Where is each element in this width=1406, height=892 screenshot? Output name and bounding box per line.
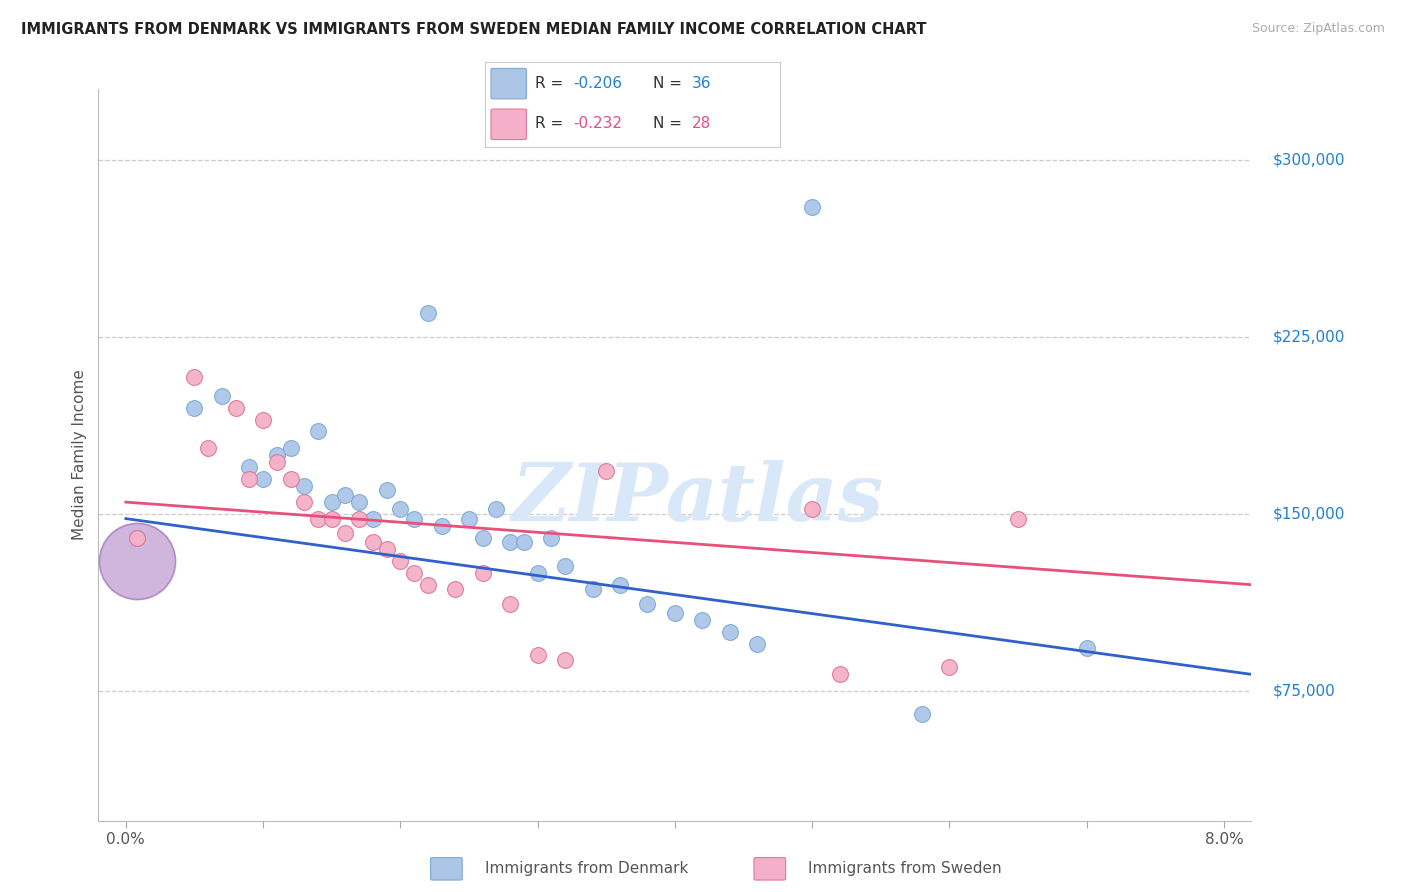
Point bbox=[238, 459, 260, 474]
Text: R =: R = bbox=[536, 76, 568, 91]
Point bbox=[1007, 511, 1029, 525]
Point bbox=[430, 518, 453, 533]
Point bbox=[292, 495, 315, 509]
Text: $150,000: $150,000 bbox=[1272, 507, 1344, 522]
Text: Immigrants from Sweden: Immigrants from Sweden bbox=[808, 862, 1002, 876]
Point bbox=[375, 483, 398, 498]
Text: 28: 28 bbox=[692, 116, 711, 131]
Point bbox=[471, 566, 494, 580]
FancyBboxPatch shape bbox=[754, 857, 786, 880]
Point bbox=[664, 606, 686, 620]
Point bbox=[718, 624, 741, 639]
Point bbox=[347, 495, 370, 509]
Point bbox=[266, 455, 288, 469]
Point bbox=[416, 577, 439, 591]
Point bbox=[280, 471, 302, 485]
Point bbox=[307, 425, 329, 439]
Point bbox=[513, 535, 536, 549]
Point bbox=[526, 566, 548, 580]
Point bbox=[828, 667, 851, 681]
FancyBboxPatch shape bbox=[430, 857, 463, 880]
Point bbox=[307, 511, 329, 525]
Point bbox=[581, 582, 603, 597]
Text: Source: ZipAtlas.com: Source: ZipAtlas.com bbox=[1251, 22, 1385, 36]
Point bbox=[183, 401, 205, 415]
Point bbox=[526, 648, 548, 663]
Point bbox=[636, 597, 658, 611]
Point bbox=[389, 502, 412, 516]
Point bbox=[692, 613, 714, 627]
Text: IMMIGRANTS FROM DENMARK VS IMMIGRANTS FROM SWEDEN MEDIAN FAMILY INCOME CORRELATI: IMMIGRANTS FROM DENMARK VS IMMIGRANTS FR… bbox=[21, 22, 927, 37]
Point bbox=[554, 558, 576, 573]
Point bbox=[321, 511, 343, 525]
Point bbox=[225, 401, 247, 415]
Text: $300,000: $300,000 bbox=[1272, 153, 1346, 168]
Text: $75,000: $75,000 bbox=[1272, 683, 1336, 698]
Point bbox=[404, 511, 426, 525]
Point bbox=[1076, 641, 1098, 656]
Point bbox=[911, 707, 934, 722]
Point bbox=[404, 566, 426, 580]
Text: R =: R = bbox=[536, 116, 568, 131]
Point bbox=[389, 554, 412, 568]
Point bbox=[252, 471, 274, 485]
Point bbox=[747, 637, 769, 651]
Point bbox=[125, 531, 148, 545]
Point bbox=[361, 511, 384, 525]
FancyBboxPatch shape bbox=[491, 69, 526, 99]
Point bbox=[125, 554, 148, 568]
Point bbox=[361, 535, 384, 549]
Point bbox=[321, 495, 343, 509]
Point bbox=[609, 577, 631, 591]
Point bbox=[471, 531, 494, 545]
Point bbox=[183, 370, 205, 384]
Point bbox=[444, 582, 467, 597]
Point bbox=[211, 389, 233, 403]
Point bbox=[292, 478, 315, 492]
Point bbox=[125, 531, 148, 545]
Point bbox=[335, 525, 357, 540]
Point bbox=[499, 535, 522, 549]
Point bbox=[266, 448, 288, 462]
Point bbox=[252, 412, 274, 426]
Text: N =: N = bbox=[654, 76, 688, 91]
Text: -0.206: -0.206 bbox=[574, 76, 623, 91]
Text: N =: N = bbox=[654, 116, 688, 131]
Point bbox=[280, 441, 302, 455]
Point bbox=[801, 502, 824, 516]
Point bbox=[499, 597, 522, 611]
Point bbox=[458, 511, 481, 525]
Point bbox=[416, 306, 439, 320]
Point bbox=[540, 531, 562, 545]
Text: ZIPatlas: ZIPatlas bbox=[512, 460, 884, 538]
Point bbox=[375, 542, 398, 557]
Point bbox=[347, 511, 370, 525]
Point bbox=[801, 200, 824, 214]
Point bbox=[335, 488, 357, 502]
Y-axis label: Median Family Income: Median Family Income bbox=[72, 369, 87, 541]
FancyBboxPatch shape bbox=[491, 109, 526, 139]
Point bbox=[485, 502, 508, 516]
Text: Immigrants from Denmark: Immigrants from Denmark bbox=[485, 862, 689, 876]
Text: 36: 36 bbox=[692, 76, 711, 91]
Text: -0.232: -0.232 bbox=[574, 116, 623, 131]
Point bbox=[595, 465, 617, 479]
Point bbox=[554, 653, 576, 667]
Point bbox=[238, 471, 260, 485]
Point bbox=[197, 441, 219, 455]
Text: $225,000: $225,000 bbox=[1272, 329, 1344, 344]
Point bbox=[938, 660, 960, 674]
